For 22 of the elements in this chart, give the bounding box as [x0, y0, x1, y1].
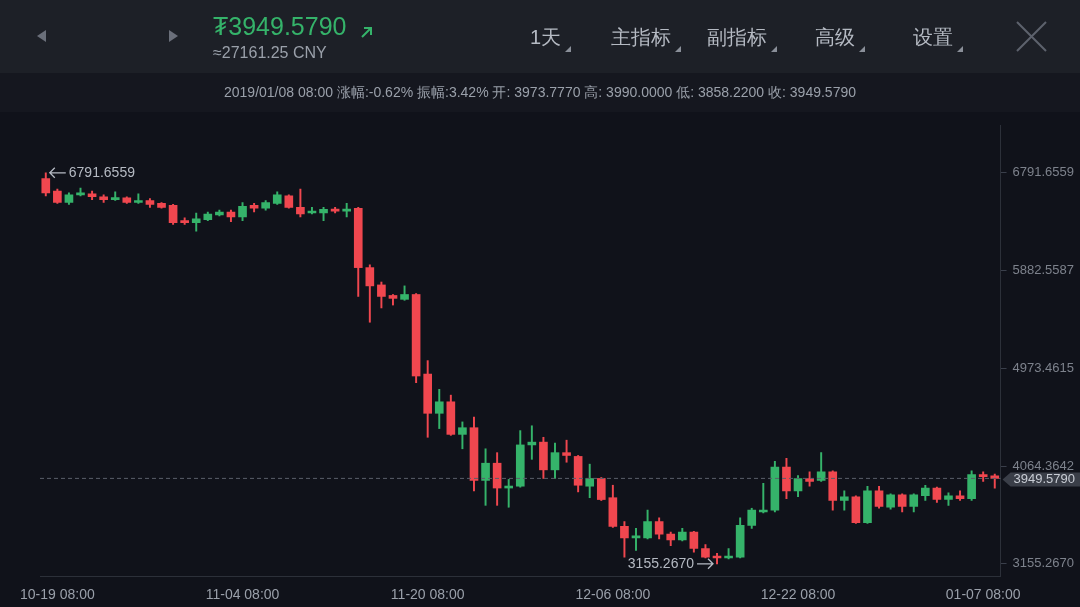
x-tick-label: 01-07 08:00 — [945, 586, 1021, 603]
x-tick-label: 11-04 08:00 — [205, 586, 280, 603]
text: 副指标 — [707, 25, 767, 50]
text: 设置 — [913, 25, 953, 50]
y-tick-label: 6791.6559 — [1012, 164, 1074, 180]
text: 主指标 — [611, 25, 671, 50]
ref-line-label: 3949.5790 — [1013, 470, 1075, 486]
text: 2019/01/08 08:00 涨幅:-0.62% 振幅:3.42% 开: 3973.7770 高: 3990.0000 低: 3858.2200 收: 3949.5790 — [0, 73, 1080, 112]
x-tick-label: 11-20 08:00 — [390, 586, 465, 603]
y-tick-label: 4973.4615 — [1012, 359, 1074, 375]
text: 1天 — [530, 25, 562, 50]
chart-subtitle: ≈27161.25 CNY — [213, 44, 327, 62]
y-tick-label: 5882.5587 — [1012, 262, 1074, 278]
y-tick-label: 4064.3642 — [1012, 457, 1074, 473]
y-tick-label: 3155.2670 — [1012, 555, 1074, 571]
text: 高级 — [815, 25, 855, 50]
x-tick-label: 12-06 08:00 — [575, 586, 651, 603]
annotation: 6791.6559 — [68, 163, 136, 180]
x-tick-label: 10-19 08:00 — [19, 586, 95, 603]
chart-title: ₮3949.5790 — [213, 12, 347, 41]
annotation: 3155.2670 — [627, 554, 695, 571]
x-tick-label: 12-22 08:00 — [760, 586, 836, 603]
